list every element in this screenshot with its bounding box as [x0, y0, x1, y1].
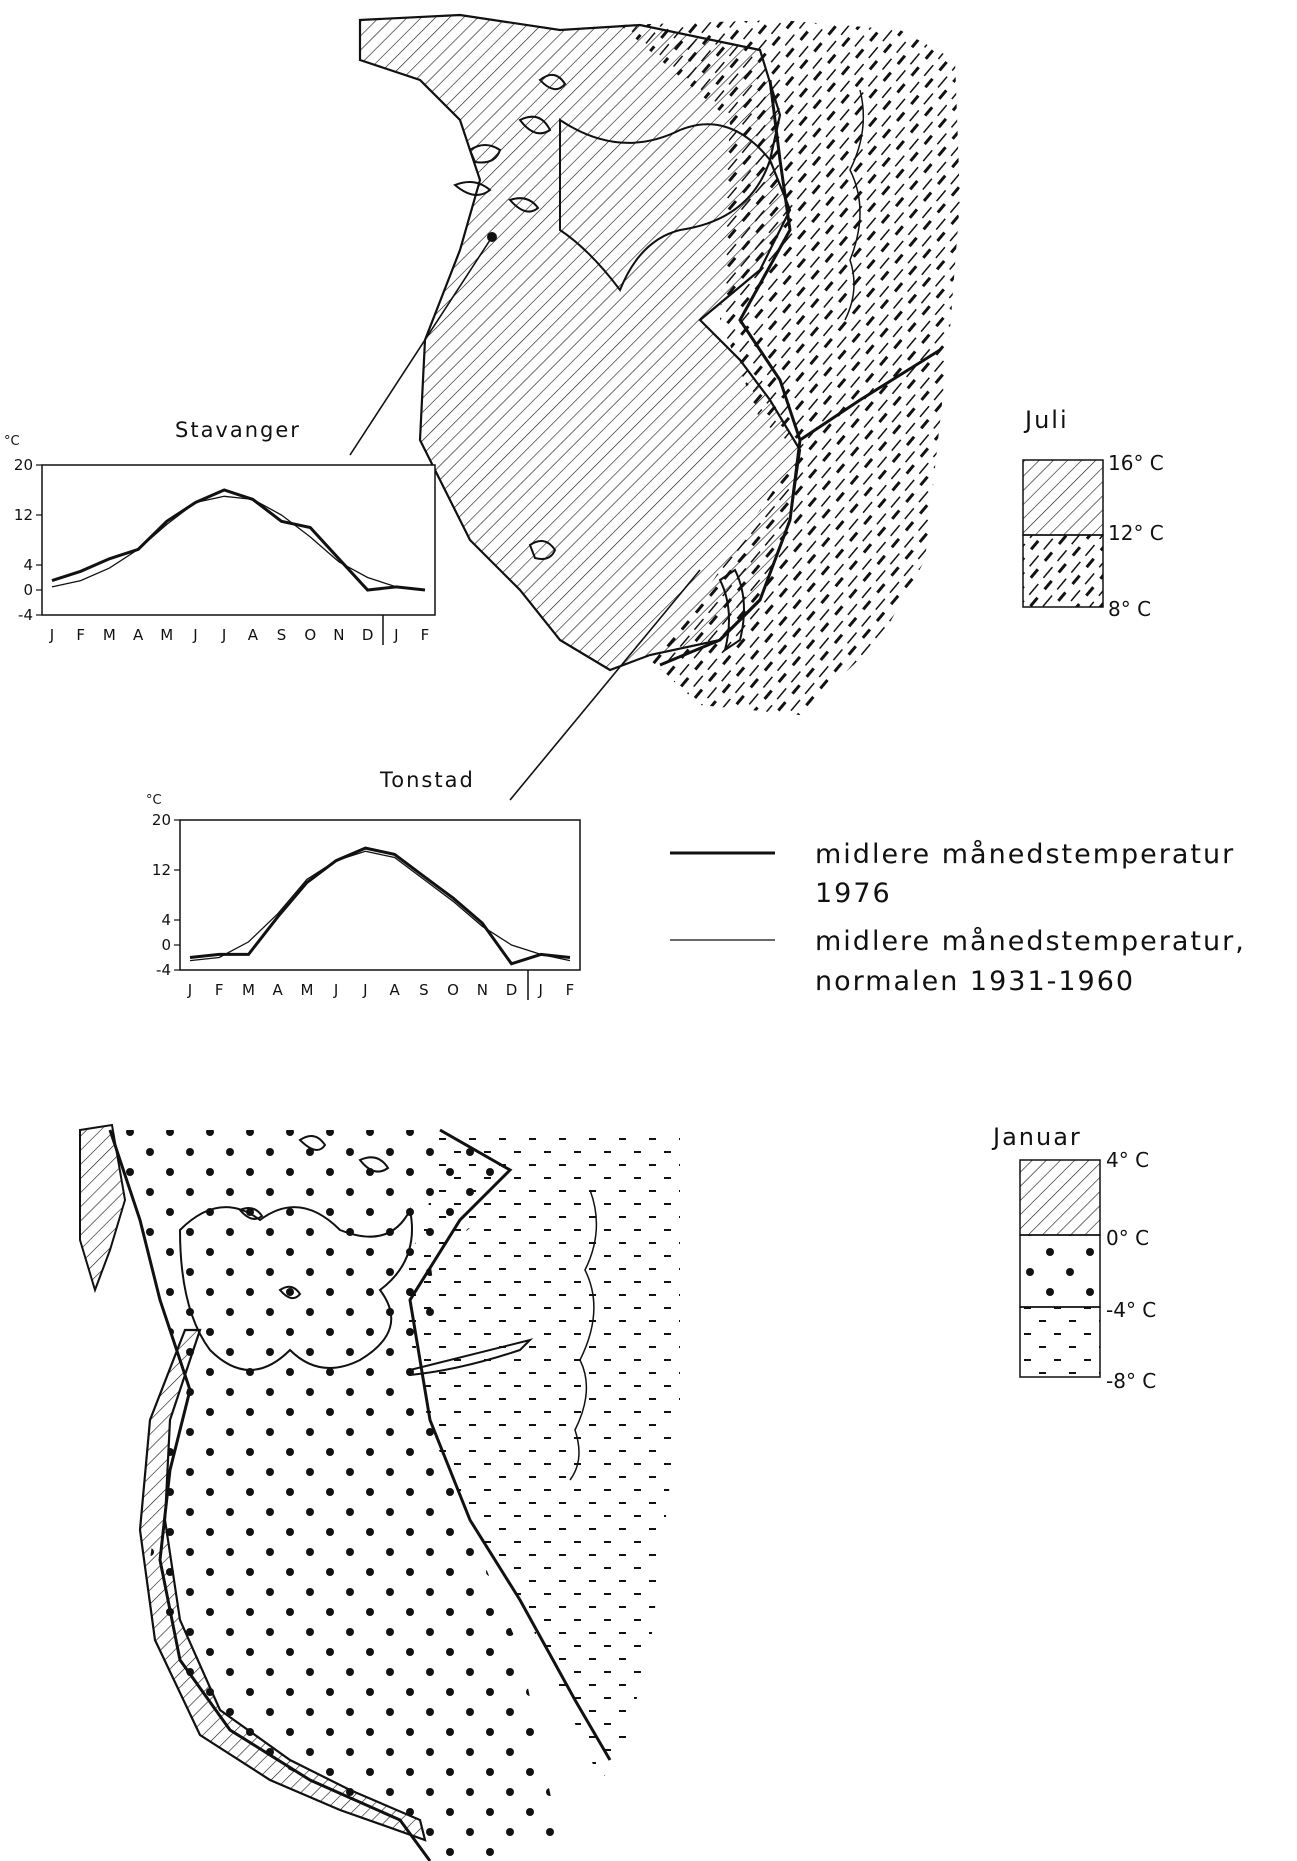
ton-xtick-label: N [477, 981, 488, 999]
ton-xtick-label: A [389, 981, 400, 999]
july-isotherm-12 [659, 79, 802, 667]
january-legend-level-4: 4° C [1106, 1148, 1149, 1172]
stav-ytick-label: 0 [23, 581, 33, 599]
july-map [349, 13, 960, 801]
ton-xtick-label: D [506, 981, 518, 999]
january-zone-0-4-west [79, 1123, 127, 1294]
stav-xtick-label: A [133, 626, 144, 644]
ton-xtick-label: J [538, 981, 543, 999]
july-legend-title: Juli [1023, 406, 1069, 434]
stav-ytick-label: 4 [23, 556, 33, 574]
stavanger-leader-line [349, 236, 493, 456]
july-legend-swatch-12-16 [1022, 459, 1104, 536]
january-legend-swatch-0-4 [1019, 1159, 1101, 1236]
stav-xtick-label: F [421, 626, 430, 644]
tonstad-title: Tonstad [379, 768, 475, 792]
ton-xtick-label: J [333, 981, 338, 999]
legend-normal-line-b: normalen 1931-1960 [815, 966, 1135, 997]
july-lake [528, 540, 557, 560]
january-river [569, 1189, 598, 1481]
ton-xtick-label: O [447, 981, 459, 999]
january-isotherm-minus4 [408, 1128, 612, 1761]
july-legend-level-8: 8° C [1108, 597, 1151, 621]
january-legend-level-0: 0° C [1106, 1226, 1149, 1250]
stav-xtick-label: N [333, 626, 344, 644]
tonstad-ylabel: °C [146, 793, 162, 808]
january-legend-title: Januar [991, 1123, 1082, 1151]
ton-ytick-label: 0 [161, 936, 171, 954]
july-fjord [559, 118, 772, 293]
legend-1976-line-a: midlere månedstemperatur [815, 839, 1235, 870]
january-inlet [409, 1338, 534, 1377]
january-fjord [178, 1206, 413, 1371]
stav-xtick-label: M [160, 626, 173, 644]
ton-xtick-label: F [215, 981, 224, 999]
stav-ytick-label: 20 [14, 456, 33, 474]
july-zone-8-12 [620, 20, 960, 715]
january-zone-minus8-minus4 [400, 1130, 680, 1780]
january-legend-swatch-minus4-0 [1019, 1234, 1101, 1308]
stav-xtick-label: M [103, 626, 116, 644]
ton-xtick-label: J [187, 981, 192, 999]
stav-xtick-label: A [248, 626, 259, 644]
stav-ytick-label: 12 [14, 506, 33, 524]
ton-xtick-label: J [362, 981, 367, 999]
stavanger-series-normal [51, 495, 426, 591]
ton-xtick-label: S [419, 981, 429, 999]
july-legend-level-12: 12° C [1108, 521, 1164, 545]
stavanger-series-1976 [51, 488, 426, 592]
tonstad-series-1976 [189, 846, 571, 966]
january-lakes [238, 1135, 390, 1300]
july-isotherm-12b [799, 348, 941, 442]
stav-xtick-label: D [362, 626, 374, 644]
july-river [844, 89, 865, 321]
stav-xtick-label: F [76, 626, 85, 644]
july-small-loop [718, 568, 745, 653]
tonstad-series-normal [189, 850, 571, 962]
stav-xtick-label: J [221, 626, 226, 644]
ton-ytick-label: 4 [161, 911, 171, 929]
stavanger-station-marker [487, 232, 497, 242]
july-legend-swatch-8-12 [1022, 534, 1104, 608]
stav-xtick-label: J [393, 626, 398, 644]
stav-xtick-label: O [304, 626, 316, 644]
legend-1976-line-b: 1976 [815, 878, 892, 909]
ton-xtick-label: A [273, 981, 284, 999]
stavanger-y-axis: 20 12 4 0 -4 [14, 456, 42, 624]
tonstad-y-axis: 20 12 4 0 -4 [152, 811, 180, 979]
july-coast-islands [453, 73, 567, 213]
ton-xtick-label: F [566, 981, 575, 999]
january-legend-level-minus8: -8° C [1106, 1369, 1156, 1393]
ton-ytick-label: -4 [156, 961, 171, 979]
january-legend-level-minus4: -4° C [1106, 1298, 1156, 1322]
stavanger-ylabel: °C [4, 434, 20, 449]
line-legend: midlere månedstemperatur 1976 midlere må… [670, 839, 1246, 997]
january-map [79, 1123, 680, 1861]
tonstad-leader-line [509, 569, 701, 801]
stav-xtick-label: J [192, 626, 197, 644]
ton-ytick-label: 12 [152, 861, 171, 879]
ton-xtick-label: M [242, 981, 255, 999]
stavanger-plot-frame [41, 464, 436, 616]
stav-xtick-label: S [277, 626, 287, 644]
july-legend: Juli 16° C 12° C 8° C [1022, 406, 1164, 621]
january-legend: Januar 4° C 0° C -4° C -8° C [991, 1123, 1156, 1393]
january-zone-minus4-0 [110, 1130, 560, 1861]
legend-normal-line-a: midlere månedstemperatur, [815, 926, 1246, 957]
stav-ytick-label: -4 [18, 606, 33, 624]
january-legend-swatch-minus8-minus4 [1019, 1306, 1101, 1378]
july-legend-level-16: 16° C [1108, 451, 1164, 475]
stavanger-title: Stavanger [175, 418, 301, 442]
ton-xtick-label: M [300, 981, 313, 999]
stav-xtick-label: J [49, 626, 54, 644]
january-isotherm-0 [108, 1129, 432, 1861]
ton-ytick-label: 20 [152, 811, 171, 829]
